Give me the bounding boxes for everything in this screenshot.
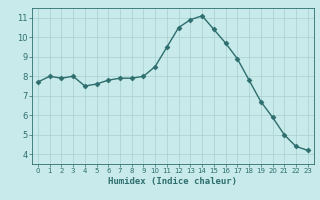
X-axis label: Humidex (Indice chaleur): Humidex (Indice chaleur) [108,177,237,186]
